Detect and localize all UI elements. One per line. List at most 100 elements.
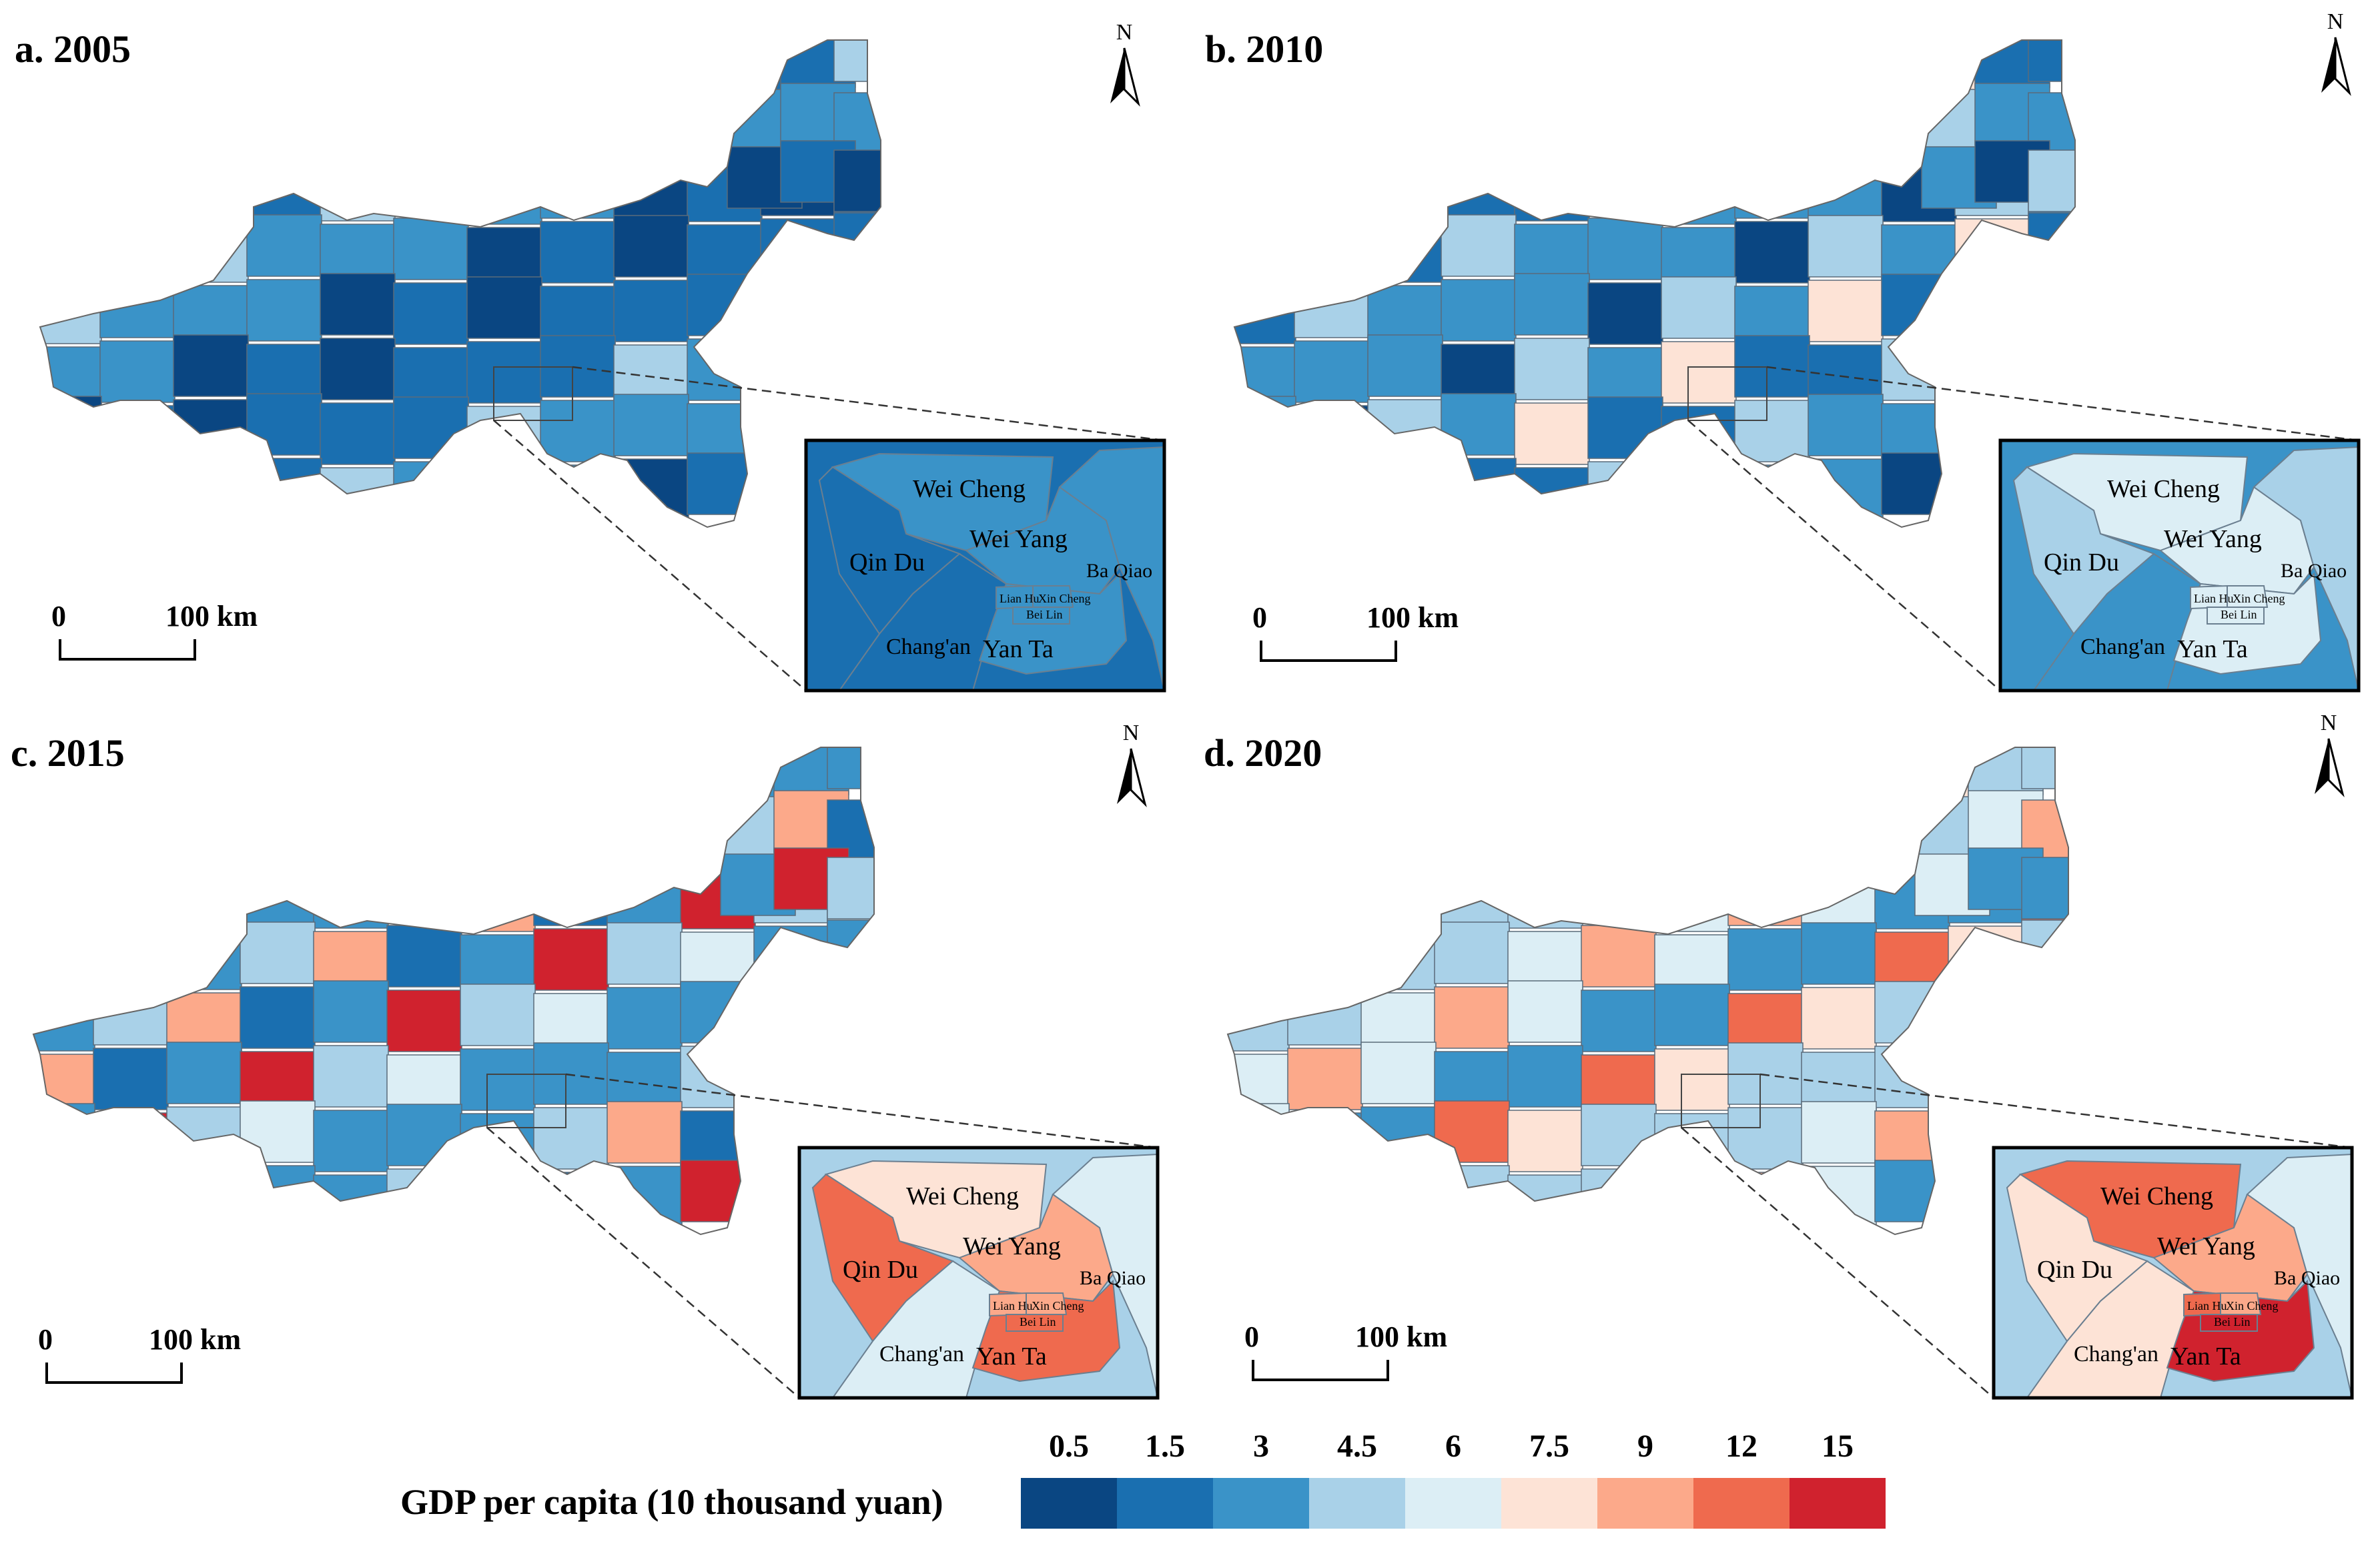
district	[540, 400, 616, 462]
district	[1881, 452, 1957, 515]
district	[1287, 933, 1363, 996]
district	[1948, 925, 2024, 988]
district	[1587, 282, 1663, 345]
north-arrow-icon	[1110, 47, 1140, 107]
district	[1228, 1168, 1290, 1230]
district	[760, 218, 836, 281]
district	[320, 273, 396, 336]
district	[99, 226, 175, 289]
district	[40, 460, 102, 523]
district	[613, 280, 689, 342]
legend-tick-label: 6	[1445, 1429, 1461, 1464]
district	[1801, 922, 1877, 985]
district	[240, 1100, 316, 1163]
district	[833, 342, 881, 404]
district	[99, 454, 175, 517]
inset-district	[2200, 1314, 2258, 1332]
inset-label-qin-du: Qin Du	[843, 1256, 918, 1284]
inset-label-ba-qiao: Ba Qiao	[2274, 1267, 2340, 1289]
legend-tick-label: 12	[1725, 1429, 1757, 1464]
legend-swatch	[1021, 1478, 1117, 1529]
inset-label-ba-qiao: Ba Qiao	[1080, 1267, 1146, 1289]
inset-district	[2246, 1153, 2353, 1399]
district	[1808, 215, 1884, 278]
inset-label-bei-lin: Bei Lin	[2214, 1315, 2251, 1328]
north-arrow-a: N	[1101, 20, 1148, 113]
district	[1234, 460, 1296, 523]
district	[2021, 984, 2068, 1047]
district	[1434, 1100, 1510, 1163]
district	[40, 152, 102, 215]
inset-frame	[804, 438, 1166, 693]
district	[460, 984, 536, 1046]
district-tiles	[33, 747, 874, 1234]
inset-frame	[797, 1146, 1160, 1400]
district	[240, 986, 316, 1049]
district	[540, 221, 616, 284]
district	[827, 984, 874, 1047]
district	[320, 467, 396, 527]
district	[93, 983, 169, 1046]
district	[386, 860, 462, 923]
north-arrow-icon	[2315, 738, 2345, 797]
district	[613, 394, 689, 456]
inset-map: Wei Cheng Wei Yang Qin Du Ba Qiao Lian HuXin…	[1998, 438, 2361, 693]
district	[1360, 1106, 1437, 1169]
district	[1808, 394, 1884, 456]
district	[1434, 1165, 1510, 1228]
district	[1367, 220, 1443, 283]
district	[1734, 400, 1810, 462]
district	[833, 149, 881, 212]
inset-label-lian-hu: Lian Hu	[993, 1299, 1032, 1312]
inset-label-wei-yang: Wei Yang	[969, 525, 1068, 553]
district	[1661, 341, 1737, 404]
inset-map: Wei Cheng Wei Yang Qin Du Ba Qiao Lian HuXin…	[797, 1146, 1160, 1400]
district	[33, 1168, 95, 1230]
district	[173, 155, 249, 218]
district	[1294, 161, 1370, 224]
district	[313, 1110, 389, 1172]
district	[1294, 226, 1370, 289]
district	[1514, 159, 1590, 222]
district	[173, 220, 249, 283]
map-panel-0: Wei Cheng Wei Yang Qin Du Ba Qiao Lian HuXin…	[39, 39, 1166, 693]
map-panel-3: Wei Cheng Wei Yang Qin Du Ba Qiao Lian HuXin…	[1226, 747, 2354, 1400]
district	[1808, 458, 1884, 521]
district	[753, 990, 829, 1053]
district	[99, 340, 175, 403]
district	[1294, 276, 1370, 338]
legend-swatch	[1501, 1478, 1597, 1529]
district	[1727, 928, 1804, 991]
district	[93, 1162, 169, 1224]
district	[1360, 927, 1437, 990]
district	[1581, 925, 1657, 988]
district	[1881, 338, 1957, 401]
district	[166, 1106, 242, 1169]
north-arrow-icon	[1117, 748, 1147, 807]
district	[2021, 857, 2068, 919]
district	[1727, 1107, 1804, 1170]
district	[1434, 921, 1510, 984]
district-tiles	[40, 40, 881, 527]
district	[246, 214, 322, 277]
district	[760, 283, 836, 346]
district	[2028, 277, 2075, 340]
legend-tick-label: 7.5	[1529, 1429, 1569, 1464]
legend-tick-label: 4.5	[1337, 1429, 1377, 1464]
inset-district	[2227, 585, 2269, 608]
district	[1654, 984, 1730, 1046]
district	[1661, 276, 1737, 339]
district	[99, 161, 175, 224]
district	[1727, 863, 1804, 926]
district	[40, 217, 102, 280]
panel-d-title: d. 2020	[1204, 731, 1322, 775]
inset-district	[2253, 446, 2359, 691]
district	[40, 282, 102, 344]
district	[1808, 280, 1884, 342]
legend-tick-label: 0.5	[1049, 1429, 1089, 1464]
district	[393, 282, 469, 345]
scale-zero: 0	[1252, 601, 1267, 634]
district	[1507, 866, 1583, 929]
district	[393, 396, 469, 459]
